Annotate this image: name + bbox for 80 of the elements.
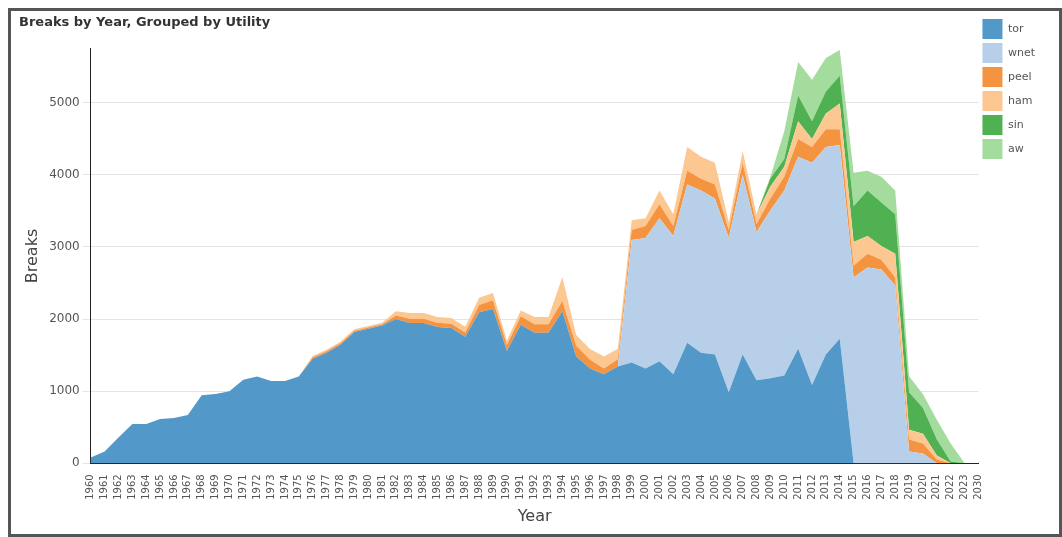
- x-tick-label: 1971: [236, 474, 248, 500]
- x-tick-label: 2018: [888, 474, 900, 500]
- x-tick-label: 1981: [375, 474, 387, 500]
- y-tick-label: 2000: [49, 311, 80, 326]
- legend-label: ham: [1007, 93, 1033, 107]
- x-tick-label: 2003: [680, 474, 692, 500]
- x-tick-label: 1997: [597, 474, 609, 500]
- legend-label: wnet: [1007, 45, 1036, 59]
- x-tick-label: 2022: [944, 474, 956, 500]
- x-tick-label: 1982: [389, 474, 401, 500]
- x-tick-label: 1964: [139, 474, 151, 500]
- x-tick-label: 2013: [819, 474, 831, 500]
- x-tick-label: 2030: [972, 474, 984, 500]
- x-tick-label: 1960: [84, 474, 96, 500]
- y-tick-label: 4000: [49, 166, 80, 181]
- x-tick-label: 2023: [958, 474, 970, 500]
- x-tick-label: 2012: [805, 474, 817, 500]
- x-tick-label: 1986: [444, 474, 456, 500]
- x-tick-label: 1969: [209, 474, 221, 500]
- y-axis-title: Breaks: [21, 228, 41, 284]
- x-tick-label: 1968: [195, 474, 207, 500]
- x-tick-label: 2010: [777, 474, 789, 500]
- x-tick-label: 2005: [708, 474, 720, 500]
- x-tick-label: 1995: [569, 474, 581, 500]
- x-tick-label: 2009: [763, 474, 775, 500]
- x-tick-label: 1970: [223, 474, 235, 500]
- x-tick-label: 1975: [292, 474, 304, 500]
- legend-label: sin: [1007, 117, 1024, 131]
- x-tick-label: 1998: [611, 474, 623, 500]
- x-tick-label: 2006: [722, 474, 734, 500]
- x-tick-label: 2011: [791, 474, 803, 500]
- legend-label: peel: [1007, 69, 1032, 83]
- x-tick-label: 2015: [847, 474, 859, 500]
- x-tick-label: 2000: [639, 474, 651, 500]
- x-tick-label: 1992: [528, 474, 540, 500]
- legend-label: aw: [1007, 141, 1024, 155]
- x-tick-label: 1972: [250, 474, 262, 500]
- x-tick-label: 1973: [264, 474, 276, 500]
- x-tick-label: 2002: [666, 474, 678, 500]
- x-tick-label: 2017: [874, 474, 886, 500]
- x-tick-label: 2008: [750, 474, 762, 500]
- x-tick-label: 2020: [916, 474, 928, 500]
- y-tick-label: 0: [72, 455, 80, 470]
- x-axis-title: Year: [516, 505, 552, 525]
- x-tick-label: 1966: [167, 474, 179, 500]
- x-tick-label: 1996: [583, 474, 595, 500]
- x-tick-label: 1965: [153, 474, 165, 500]
- x-tick-label: 1963: [125, 474, 137, 500]
- x-tick-label: 2021: [930, 474, 942, 500]
- legend-label: tor: [1007, 21, 1024, 35]
- x-tick-label: 1994: [555, 474, 567, 500]
- x-tick-label: 1988: [472, 474, 484, 500]
- x-tick-label: 1962: [112, 474, 124, 500]
- x-tick-label: 1979: [347, 474, 359, 500]
- x-tick-label: 2019: [902, 474, 914, 500]
- x-tick-label: 1967: [181, 474, 193, 500]
- x-tick-label: 1993: [542, 474, 554, 500]
- y-tick-label: 3000: [49, 239, 80, 254]
- x-tick-label: 1990: [500, 474, 512, 500]
- x-tick-label: 2004: [694, 474, 706, 500]
- x-tick-label: 1961: [98, 474, 110, 500]
- y-tick-label: 5000: [49, 94, 80, 109]
- x-tick-label: 1983: [403, 474, 415, 500]
- x-tick-label: 1976: [306, 474, 318, 500]
- x-tick-label: 2014: [833, 474, 845, 500]
- x-tick-label: 1987: [458, 474, 470, 500]
- x-tick-label: 1977: [320, 474, 332, 500]
- x-tick-label: 2001: [653, 474, 665, 500]
- x-tick-label: 1991: [514, 474, 526, 500]
- x-tick-label: 2007: [736, 474, 748, 500]
- y-tick-label: 1000: [49, 383, 80, 398]
- x-tick-label: 1999: [625, 474, 637, 500]
- x-tick-label: 1985: [431, 474, 443, 500]
- x-tick-label: 1989: [486, 474, 498, 500]
- x-tick-label: 1974: [278, 474, 290, 500]
- x-tick-label: 2016: [861, 474, 873, 500]
- x-tick-label: 1978: [334, 474, 345, 500]
- x-tick-label: 1984: [417, 474, 429, 500]
- x-tick-label: 1980: [361, 474, 373, 500]
- chart-title: Breaks by Year, Grouped by Utility: [19, 14, 271, 30]
